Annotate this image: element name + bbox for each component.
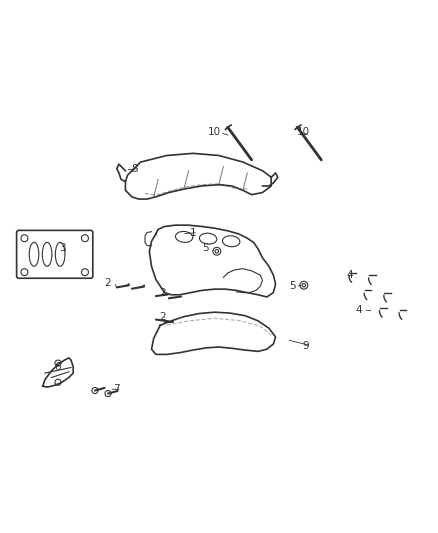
Text: 2: 2 bbox=[159, 312, 166, 321]
Text: 3: 3 bbox=[59, 243, 66, 253]
Text: 4: 4 bbox=[355, 305, 362, 315]
Text: 6: 6 bbox=[55, 362, 61, 373]
Text: 9: 9 bbox=[303, 341, 309, 351]
Text: 10: 10 bbox=[297, 127, 311, 138]
Text: 10: 10 bbox=[208, 127, 221, 138]
Text: 8: 8 bbox=[131, 164, 138, 174]
Text: 7: 7 bbox=[113, 384, 120, 394]
Text: 5: 5 bbox=[290, 281, 296, 291]
Text: 1: 1 bbox=[190, 228, 196, 238]
Text: 2: 2 bbox=[159, 288, 166, 297]
Text: 4: 4 bbox=[346, 270, 353, 280]
Text: 2: 2 bbox=[105, 278, 111, 288]
Text: 5: 5 bbox=[203, 243, 209, 253]
